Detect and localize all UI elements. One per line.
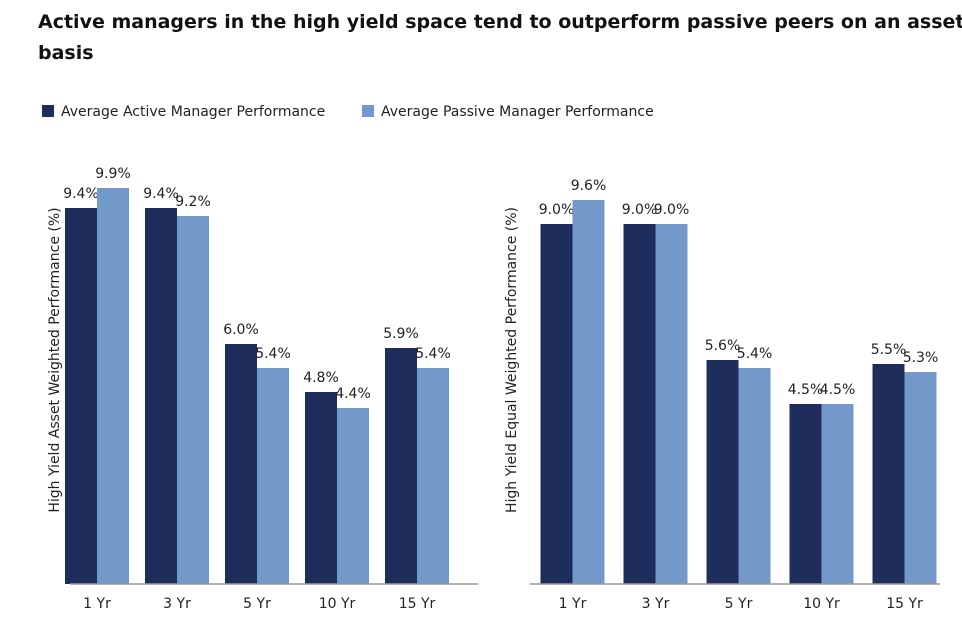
x-tick-label: 5 Yr bbox=[243, 596, 271, 612]
x-tick-label: 15 Yr bbox=[886, 596, 923, 612]
title-part: Active managers in the high yield space … bbox=[38, 11, 962, 33]
data-label: 4.8% bbox=[303, 370, 339, 386]
data-label: 5.9% bbox=[383, 326, 419, 342]
data-label: 9.0% bbox=[622, 202, 658, 218]
legend-label: Average Active Manager Performance bbox=[61, 104, 325, 120]
legend-label: Average Passive Manager Performance bbox=[381, 104, 654, 120]
bar bbox=[65, 208, 97, 584]
data-label: 4.5% bbox=[820, 382, 856, 398]
bar bbox=[623, 224, 656, 584]
data-label: 6.0% bbox=[223, 322, 259, 338]
bar bbox=[177, 216, 209, 584]
x-tick-label: 3 Yr bbox=[642, 596, 670, 612]
y-axis-label: High Yield Asset Weighted Performance (%… bbox=[47, 207, 63, 512]
data-label: 9.4% bbox=[143, 186, 179, 202]
bar bbox=[872, 364, 905, 584]
data-label: 5.4% bbox=[255, 346, 291, 362]
bar bbox=[257, 368, 289, 584]
y-axis-label: High Yield Equal Weighted Performance (%… bbox=[504, 207, 520, 513]
bar bbox=[789, 404, 822, 584]
data-label: 9.4% bbox=[63, 186, 99, 202]
bar bbox=[655, 224, 688, 584]
bar bbox=[305, 392, 337, 584]
bar bbox=[97, 188, 129, 584]
data-label: 5.4% bbox=[415, 346, 451, 362]
bar bbox=[706, 360, 739, 584]
bar bbox=[145, 208, 177, 584]
x-tick-label: 1 Yr bbox=[559, 596, 587, 612]
bar bbox=[337, 408, 369, 584]
bar bbox=[540, 224, 573, 584]
data-label: 9.9% bbox=[95, 166, 131, 182]
bar bbox=[821, 404, 854, 584]
data-label: 5.3% bbox=[903, 350, 939, 366]
bar bbox=[738, 368, 771, 584]
bar bbox=[225, 344, 257, 584]
data-label: 4.4% bbox=[335, 386, 371, 402]
x-tick-label: 5 Yr bbox=[725, 596, 753, 612]
data-label: 9.2% bbox=[175, 194, 211, 210]
legend-swatch bbox=[42, 105, 54, 117]
chart-title-line1: Active managers in the high yield space … bbox=[38, 11, 962, 64]
bar bbox=[385, 348, 417, 584]
bar bbox=[572, 200, 605, 584]
x-tick-label: 10 Yr bbox=[319, 596, 356, 612]
title-part: basis bbox=[38, 42, 94, 64]
legend-swatch bbox=[362, 105, 374, 117]
bar bbox=[904, 372, 937, 584]
data-label: 5.6% bbox=[705, 338, 741, 354]
x-tick-label: 1 Yr bbox=[83, 596, 111, 612]
data-label: 5.4% bbox=[737, 346, 773, 362]
x-tick-label: 10 Yr bbox=[803, 596, 840, 612]
bar bbox=[417, 368, 449, 584]
x-tick-label: 3 Yr bbox=[163, 596, 191, 612]
x-tick-label: 15 Yr bbox=[399, 596, 436, 612]
data-label: 9.6% bbox=[571, 178, 607, 194]
data-label: 9.0% bbox=[539, 202, 575, 218]
data-label: 5.5% bbox=[871, 342, 907, 358]
data-label: 4.5% bbox=[788, 382, 824, 398]
data-label: 9.0% bbox=[654, 202, 690, 218]
